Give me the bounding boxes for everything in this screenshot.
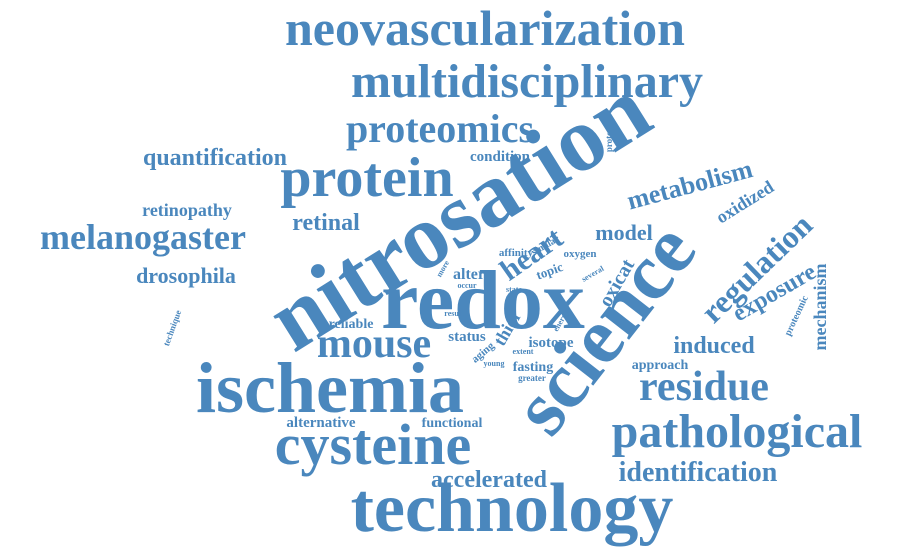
word-retinopathy: retinopathy (142, 200, 232, 220)
word-reliable: reliable (329, 317, 374, 332)
word-functional: functional (422, 416, 483, 431)
word-multidisciplinary: multidisciplinary (351, 55, 703, 108)
word-retinal: retinal (292, 210, 360, 236)
word-result: result (444, 309, 464, 318)
word-identification: identification (619, 457, 778, 488)
word-occur: occur (457, 281, 477, 290)
word-protein: protein (280, 147, 453, 209)
word-alternative: alternative (286, 415, 355, 431)
word-approach: approach (632, 358, 689, 373)
word-pathological: pathological (612, 405, 863, 458)
word-isotope: isotope (529, 335, 574, 351)
word-cloud-words: neovascularization multidisciplinary pro… (40, 0, 862, 547)
word-induced: induced (673, 333, 755, 359)
word-accelerated: accelerated (431, 467, 548, 493)
word-oxygen: oxygen (564, 248, 597, 260)
word-state: state (506, 285, 522, 294)
word-alter: alter (453, 266, 485, 283)
word-affinity: affinity (499, 247, 534, 259)
word-technique: technique (161, 309, 183, 348)
word-model: model (595, 220, 652, 245)
word-extent: extent (513, 347, 534, 356)
word-condition: condition (470, 149, 531, 165)
word-quantification: quantification (143, 145, 287, 171)
word-redox: redox (381, 254, 585, 347)
word-status: status (448, 329, 486, 345)
word-residue: residue (639, 364, 769, 410)
word-drosophila: drosophila (136, 263, 236, 288)
word-proteomics: proteomics (346, 106, 534, 151)
word-proteome: proteome (604, 116, 614, 152)
word-melanogaster: melanogaster (40, 217, 246, 257)
word-cysteine: cysteine (275, 412, 472, 477)
word-mouse: mouse (317, 321, 431, 367)
word-greater: greater (518, 373, 546, 383)
word-technology: technology (351, 470, 674, 547)
word-ischemia: ischemia (196, 348, 464, 428)
word-mechanism: mechanism (810, 264, 830, 351)
word-neovascularization: neovascularization (285, 0, 685, 56)
word-young: young (484, 359, 505, 368)
word-fasting: fasting (513, 360, 553, 375)
